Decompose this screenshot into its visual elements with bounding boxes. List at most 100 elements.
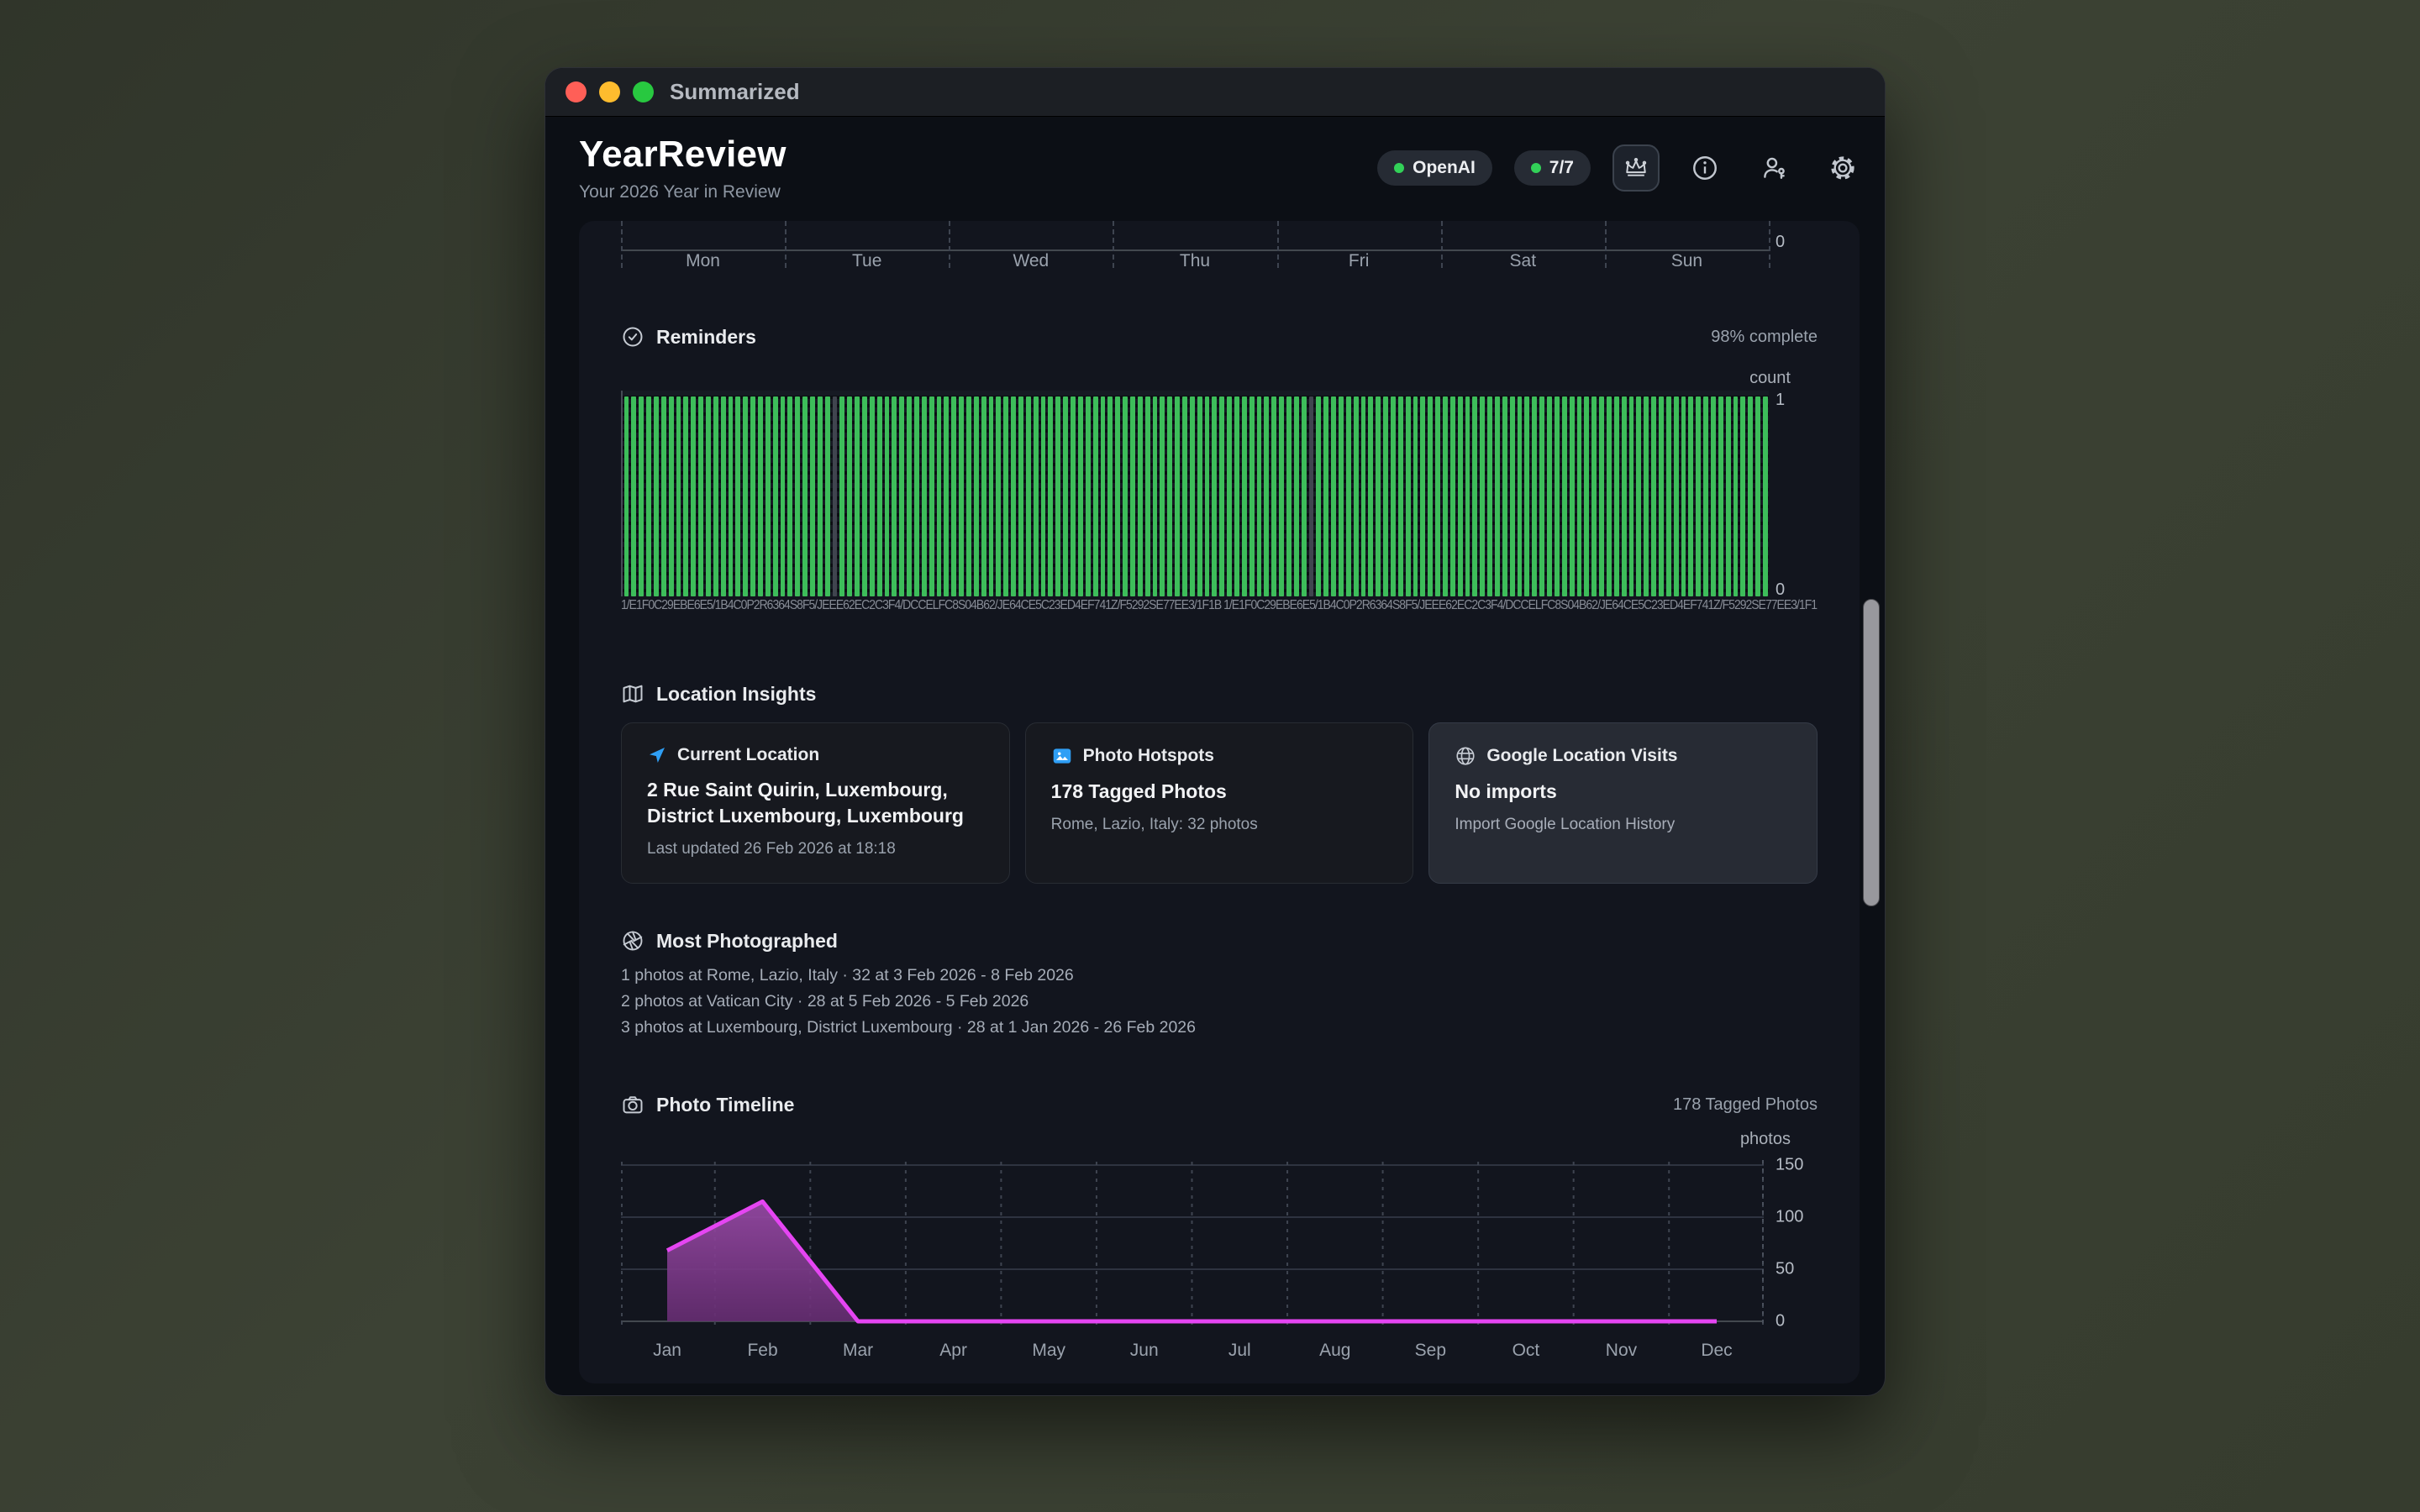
reminder-bar: [1413, 396, 1418, 596]
reminder-bar: [1107, 396, 1113, 596]
section-title: Location Insights: [656, 682, 817, 705]
reminder-bar: [1547, 396, 1552, 596]
reminder-bar: [1071, 396, 1076, 596]
gridline: [785, 221, 787, 268]
reminder-bar: [929, 396, 934, 596]
reminder-bar: [757, 396, 763, 596]
reminder-bar: [899, 396, 905, 596]
reminder-bar: [824, 396, 830, 596]
reminder-bar: [1710, 396, 1716, 596]
reminder-bar: [691, 396, 697, 596]
reminder-bar: [839, 396, 845, 596]
reminder-bar: [1599, 396, 1604, 596]
page-subtitle: Your 2026 Year in Review: [579, 182, 781, 202]
card-title: Google Location Visits: [1486, 746, 1678, 765]
content-panel[interactable]: Mon Tue Wed Thu Fri Sat Sun 0 Reminders 98% co…: [579, 221, 1860, 1383]
reminder-bar: [1606, 396, 1612, 596]
reminder-bar: [1658, 396, 1664, 596]
reminder-bar: [1636, 396, 1642, 596]
reminder-bar: [1457, 396, 1463, 596]
reminder-bar: [1465, 396, 1470, 596]
reminder-bar: [847, 396, 853, 596]
reminder-bar: [1368, 396, 1374, 596]
y-tick-zero: 0: [1776, 233, 1786, 251]
settings-button[interactable]: [1819, 144, 1866, 192]
premium-button[interactable]: [1612, 144, 1660, 192]
reminder-bar: [1561, 396, 1567, 596]
reminder-bar: [1286, 396, 1292, 596]
minimize-window-button[interactable]: [599, 81, 620, 102]
reminder-bar: [1144, 396, 1150, 596]
progress-badge[interactable]: 7/7: [1513, 150, 1591, 186]
reminder-bar: [1532, 396, 1538, 596]
reminder-bar: [1175, 396, 1180, 596]
card-subtext: Last updated 26 Feb 2026 at 18:18: [647, 840, 896, 858]
reminder-bar: [1227, 396, 1232, 596]
reminder-bar: [765, 396, 771, 596]
info-button[interactable]: [1681, 144, 1728, 192]
y-tick-max: 1: [1776, 391, 1786, 409]
reminder-bar: [1748, 396, 1754, 596]
x-tick-label: Apr: [939, 1341, 967, 1360]
current-location-card: Current Location 2 Rue Saint Quirin, Lux…: [621, 722, 1010, 884]
reminders-y-axis-label: count: [1749, 369, 1791, 387]
reminder-bar: [780, 396, 786, 596]
reminder-bar: [1152, 396, 1158, 596]
window-title: Summarized: [670, 79, 800, 104]
x-tick-label: Aug: [1319, 1341, 1351, 1360]
reminder-bar: [1449, 396, 1455, 596]
reminder-bar: [623, 396, 629, 596]
location-insights-header: Location Insights: [621, 680, 1818, 707]
reminder-bar: [1249, 396, 1255, 596]
reminder-bar: [1339, 396, 1344, 596]
reminder-bar: [907, 396, 913, 596]
navigation-arrow-icon: [650, 748, 665, 763]
reminder-bar: [676, 396, 681, 596]
reminder-bar: [787, 396, 793, 596]
reminder-bar: [1331, 396, 1336, 596]
reminders-x-axis-labels: 1/E1F0C29EBE6E5/1B4C0P2R6364S8F5/JEEE62E…: [621, 596, 1818, 612]
reminder-bar: [1509, 396, 1515, 596]
reminder-bar: [966, 396, 971, 596]
reminder-bar: [1219, 396, 1225, 596]
reminder-bar: [1123, 396, 1128, 596]
reminder-bar: [1472, 396, 1478, 596]
reminder-bar: [1353, 396, 1359, 596]
reminder-bar: [1740, 396, 1746, 596]
reminder-bar: [802, 396, 808, 596]
provider-badge[interactable]: OpenAI: [1377, 150, 1492, 186]
reminder-bar: [1681, 396, 1686, 596]
reminder-bar: [1383, 396, 1389, 596]
reminder-bar: [1376, 396, 1381, 596]
reminder-bar: [1137, 396, 1143, 596]
vertical-scrollbar-thumb[interactable]: [1863, 599, 1880, 906]
reminder-bar: [809, 396, 815, 596]
map-icon: [623, 685, 643, 703]
reminder-bar: [1055, 396, 1061, 596]
reminder-bar: [1360, 396, 1366, 596]
x-tick-label: Tue: [851, 251, 882, 270]
reminder-bar: [720, 396, 726, 596]
maximize-window-button[interactable]: [633, 81, 654, 102]
reminder-bar: [1628, 396, 1634, 596]
reminder-bar: [869, 396, 875, 596]
reminder-bar: [1718, 396, 1723, 596]
gridline: [1769, 221, 1770, 268]
account-button[interactable]: [1750, 144, 1797, 192]
reminder-bar: [1703, 396, 1708, 596]
y-tick-min: 0: [1776, 580, 1786, 599]
reminder-bar: [1129, 396, 1135, 596]
reminder-bar: [855, 396, 860, 596]
reminder-bar: [772, 396, 778, 596]
reminder-bar: [1212, 396, 1218, 596]
reminder-bar: [795, 396, 801, 596]
weekday-axis-section: Mon Tue Wed Thu Fri Sat Sun 0: [621, 221, 1818, 270]
import-google-location-history-action[interactable]: Import Google Location History: [1455, 816, 1676, 833]
reminder-bar: [1100, 396, 1106, 596]
timeline-y-axis: 0 50 100 150: [1769, 1153, 1818, 1331]
google-location-visits-card[interactable]: Google Location Visits No imports Import…: [1428, 722, 1818, 884]
reminder-bar: [1673, 396, 1679, 596]
close-window-button[interactable]: [566, 81, 587, 102]
app-header: YearReview Your 2026 Year in Review Open…: [545, 117, 1885, 219]
